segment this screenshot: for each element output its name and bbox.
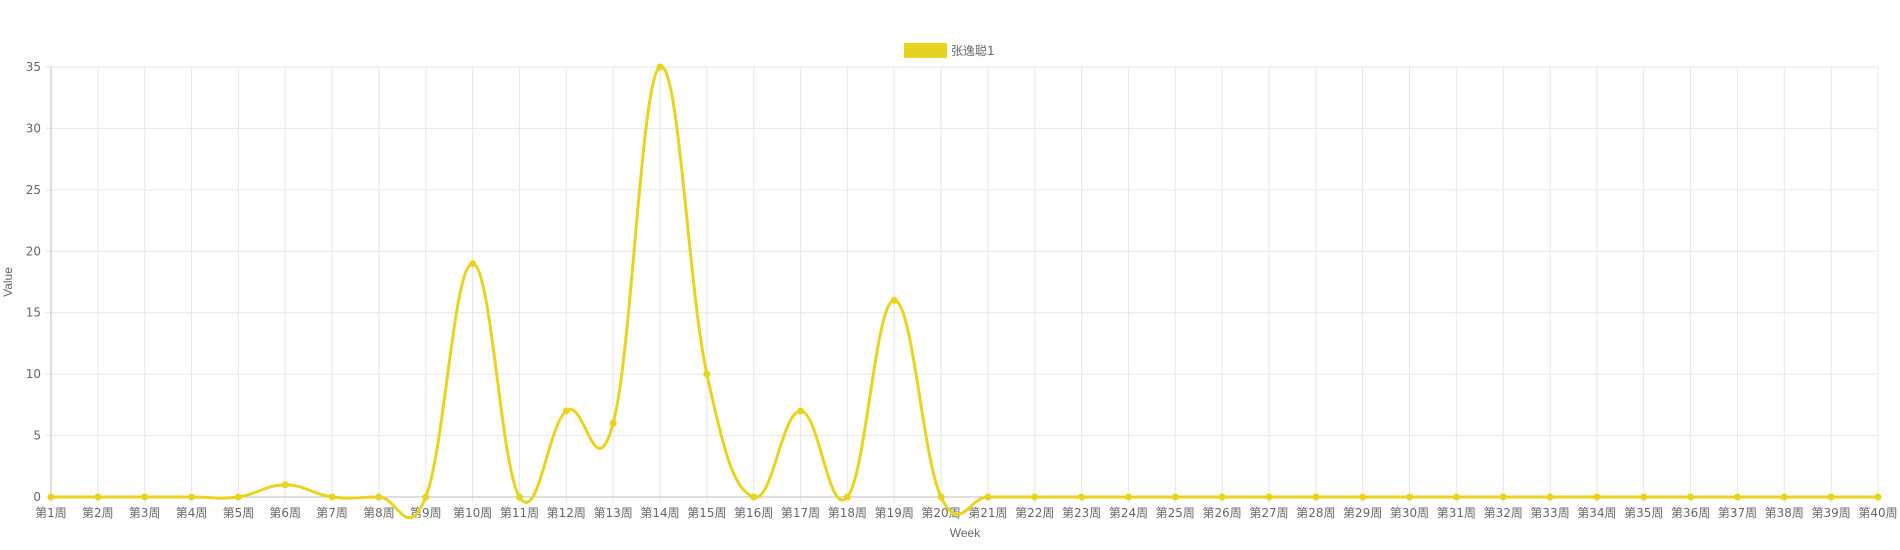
data-point[interactable] <box>797 407 805 415</box>
data-point[interactable] <box>188 493 196 501</box>
x-tick-label: 第26周 <box>1203 506 1242 520</box>
x-tick-label: 第32周 <box>1484 506 1523 520</box>
data-point[interactable] <box>1218 493 1226 501</box>
x-tick-label: 第24周 <box>1109 506 1148 520</box>
x-tick-label: 第11周 <box>500 506 539 520</box>
x-tick-label: 第30周 <box>1390 506 1429 520</box>
data-point[interactable] <box>328 493 336 501</box>
data-point[interactable] <box>890 296 898 304</box>
x-tick-label: 第1周 <box>35 506 67 520</box>
data-point[interactable] <box>1499 493 1507 501</box>
data-point[interactable] <box>750 493 758 501</box>
series-line <box>51 65 1879 520</box>
x-tick-label: 第9周 <box>410 506 442 520</box>
data-point[interactable] <box>984 493 992 501</box>
data-point[interactable] <box>1687 493 1695 501</box>
data-point[interactable] <box>422 493 430 501</box>
x-tick-label: 第35周 <box>1624 506 1663 520</box>
legend-swatch[interactable] <box>904 43 947 58</box>
x-tick-label: 第40周 <box>1858 506 1897 520</box>
y-tick-label: 0 <box>33 490 41 504</box>
x-tick-label: 第39周 <box>1812 506 1851 520</box>
data-point[interactable] <box>1171 493 1179 501</box>
x-tick-label: 第36周 <box>1671 506 1710 520</box>
x-tick-label: 第14周 <box>640 506 679 520</box>
x-tick-label: 第10周 <box>453 506 492 520</box>
x-tick-label: 第15周 <box>687 506 726 520</box>
data-point[interactable] <box>1780 493 1788 501</box>
data-point[interactable] <box>656 63 664 71</box>
data-point[interactable] <box>1827 493 1835 501</box>
axes: Value Week 第1周 第2周 第3周 第4周 第5周 第6周 第7周 第8周 第9周 第1… <box>1 60 1898 540</box>
data-point[interactable] <box>281 481 289 489</box>
data-point[interactable] <box>1312 493 1320 501</box>
y-axis-title: Value <box>1 267 15 297</box>
data-point[interactable] <box>703 370 711 378</box>
y-tick-label: 30 <box>26 121 41 135</box>
x-tick-label: 第3周 <box>129 506 161 520</box>
x-tick-label: 第25周 <box>1156 506 1195 520</box>
x-tick-label: 第17周 <box>781 506 820 520</box>
x-tick-label: 第16周 <box>734 506 773 520</box>
x-tick-label: 第21周 <box>968 506 1007 520</box>
y-tick-label: 35 <box>26 60 41 74</box>
x-tick-label: 第38周 <box>1765 506 1804 520</box>
x-tick-label: 第13周 <box>594 506 633 520</box>
y-tick-label: 15 <box>26 306 41 320</box>
data-point[interactable] <box>1593 493 1601 501</box>
x-tick-label: 第22周 <box>1015 506 1054 520</box>
y-tick-label: 25 <box>26 183 41 197</box>
data-point[interactable] <box>375 493 383 501</box>
data-point[interactable] <box>562 407 570 415</box>
x-tick-label: 第5周 <box>223 506 255 520</box>
x-tick-label: 第18周 <box>828 506 867 520</box>
x-tick-label: 第23周 <box>1062 506 1101 520</box>
data-point[interactable] <box>937 493 945 501</box>
grid <box>45 66 1879 503</box>
x-tick-label: 第34周 <box>1577 506 1616 520</box>
x-tick-label: 第8周 <box>363 506 395 520</box>
data-point[interactable] <box>1031 493 1039 501</box>
y-tick-label: 10 <box>26 367 41 381</box>
x-tick-label: 第27周 <box>1249 506 1288 520</box>
x-tick-label: 第6周 <box>269 506 301 520</box>
data-point[interactable] <box>234 493 242 501</box>
data-point[interactable] <box>94 493 102 501</box>
data-point[interactable] <box>1406 493 1414 501</box>
data-point[interactable] <box>1874 493 1882 501</box>
data-point[interactable] <box>1359 493 1367 501</box>
legend[interactable]: 张逸聪1 <box>904 43 995 58</box>
data-point[interactable] <box>469 260 477 268</box>
data-point[interactable] <box>515 493 523 501</box>
data-point[interactable] <box>1124 493 1132 501</box>
data-point[interactable] <box>1640 493 1648 501</box>
data-point[interactable] <box>1546 493 1554 501</box>
x-tick-label: 第33周 <box>1530 506 1569 520</box>
x-tick-label: 第28周 <box>1296 506 1335 520</box>
data-point[interactable] <box>141 493 149 501</box>
x-tick-label: 第31周 <box>1437 506 1476 520</box>
x-tick-label: 第7周 <box>316 506 348 520</box>
data-point[interactable] <box>1733 493 1741 501</box>
data-point[interactable] <box>843 493 851 501</box>
series-layer <box>47 63 1882 520</box>
data-point[interactable] <box>609 419 617 427</box>
x-tick-label: 第29周 <box>1343 506 1382 520</box>
y-tick-label: 5 <box>33 429 41 443</box>
data-point[interactable] <box>47 493 55 501</box>
y-tick-label: 20 <box>26 244 41 258</box>
x-tick-label: 第4周 <box>176 506 208 520</box>
x-tick-label: 第19周 <box>875 506 914 520</box>
data-point[interactable] <box>1265 493 1273 501</box>
x-tick-label: 第37周 <box>1718 506 1757 520</box>
x-tick-label: 第20周 <box>921 506 960 520</box>
data-point[interactable] <box>1078 493 1086 501</box>
legend-label[interactable]: 张逸聪1 <box>951 44 995 58</box>
x-tick-label: 第12周 <box>547 506 586 520</box>
x-tick-label: 第2周 <box>82 506 114 520</box>
data-point[interactable] <box>1452 493 1460 501</box>
x-axis-title: Week <box>950 526 981 540</box>
